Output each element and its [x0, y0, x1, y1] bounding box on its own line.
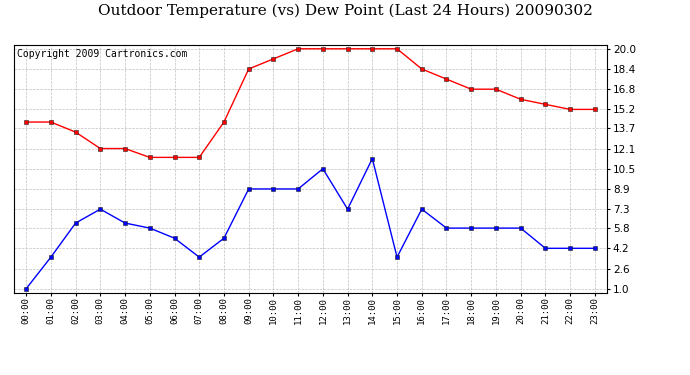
- Text: Outdoor Temperature (vs) Dew Point (Last 24 Hours) 20090302: Outdoor Temperature (vs) Dew Point (Last…: [97, 4, 593, 18]
- Text: Copyright 2009 Cartronics.com: Copyright 2009 Cartronics.com: [17, 49, 187, 59]
